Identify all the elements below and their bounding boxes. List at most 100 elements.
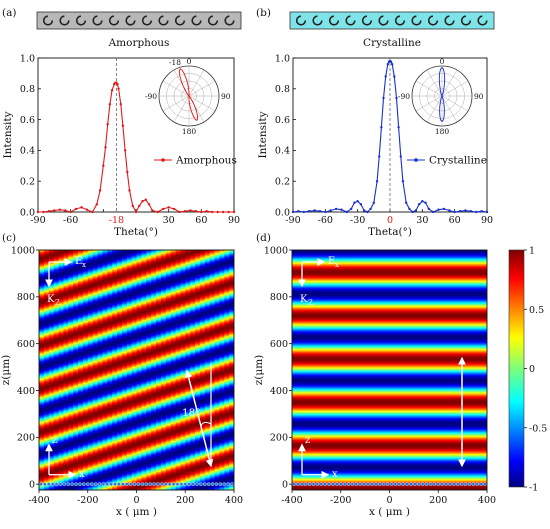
heat-cell	[126, 399, 133, 401]
heat-cell	[209, 475, 216, 477]
heat-cell	[117, 384, 123, 386]
heat-cell	[209, 485, 216, 487]
heat-cell	[219, 379, 225, 382]
heat-cell	[97, 467, 103, 470]
heat-cell	[214, 414, 220, 416]
heat-cell	[214, 447, 220, 450]
heat-cell	[63, 412, 69, 414]
heat-cell	[229, 481, 234, 484]
heat-cell	[107, 394, 113, 397]
heat-cell	[141, 473, 147, 475]
heat-cell	[146, 395, 152, 397]
heat-cell	[131, 387, 138, 390]
heat-cell	[156, 479, 162, 482]
heat-cell	[73, 440, 79, 442]
polar-spoke	[441, 95, 469, 112]
heat-cell	[160, 466, 167, 469]
heat-cell	[170, 458, 177, 460]
heat-cell	[185, 406, 191, 409]
polar-lobe	[178, 68, 199, 121]
heat-cell	[165, 426, 172, 428]
heat-cell	[58, 378, 64, 381]
heat-cell	[39, 486, 45, 488]
heat-cell	[175, 410, 181, 412]
heat-cell	[121, 386, 128, 389]
heat-cell	[48, 462, 55, 465]
heat-cell	[170, 488, 177, 490]
heat-cell	[141, 411, 147, 413]
heat-cell	[73, 392, 79, 395]
heat-cell	[204, 468, 211, 470]
heat-cell	[73, 407, 79, 410]
heat-cell	[209, 409, 216, 411]
heat-cell	[209, 401, 216, 404]
heat-cell	[117, 475, 123, 477]
heat-cell	[53, 487, 60, 489]
heat-cell	[209, 381, 216, 383]
heat-cell	[136, 438, 142, 441]
heat-cell	[146, 449, 152, 452]
heat-cell	[43, 434, 50, 437]
heat-cell	[121, 460, 128, 462]
heat-cell	[68, 381, 74, 383]
heat-cell	[156, 380, 162, 382]
heat-cell	[43, 383, 50, 385]
heat-cell	[229, 400, 234, 402]
heat-cell	[112, 418, 118, 421]
heat-cell	[82, 443, 89, 445]
heat-cell	[219, 390, 225, 393]
heat-cell	[131, 400, 138, 402]
polar-spoke	[188, 69, 205, 97]
heat-cell	[151, 383, 157, 385]
heat-cell	[141, 446, 147, 449]
heat-cell	[190, 423, 196, 426]
heat-cell	[112, 415, 118, 417]
heat-cell	[175, 448, 181, 451]
heat-cell	[97, 389, 103, 392]
heat-cell	[78, 402, 84, 405]
heat-cell	[170, 405, 177, 408]
data-point	[359, 203, 363, 206]
heat-cell	[175, 445, 181, 447]
heat-cell	[87, 411, 94, 413]
heat-cell	[136, 416, 142, 419]
heat-cell	[102, 460, 108, 462]
heat-cell	[146, 479, 152, 482]
heat-cell	[175, 452, 181, 455]
heat-cell	[229, 412, 234, 414]
heat-cell	[175, 390, 181, 393]
heat-cell	[209, 470, 216, 472]
heat-cell	[43, 388, 50, 391]
heat-cell	[58, 434, 64, 437]
heat-cell	[136, 462, 142, 465]
heat-cell	[117, 473, 123, 475]
heat-cell	[39, 460, 45, 462]
heat-cell	[92, 455, 99, 457]
heat-cell	[102, 469, 108, 471]
heat-cell	[170, 423, 177, 426]
heat-cell	[165, 435, 172, 438]
strip-bar	[289, 11, 495, 30]
heat-cell	[97, 395, 103, 397]
heat-cell	[68, 481, 74, 484]
heat-cell	[136, 440, 142, 442]
heat-cell	[180, 486, 186, 488]
heat-cell	[190, 413, 196, 415]
heat-cell	[82, 470, 89, 472]
heat-cell	[48, 380, 55, 382]
heat-cell	[87, 426, 94, 428]
heat-cell	[131, 464, 138, 467]
heat-cell	[195, 418, 201, 421]
heat-cell	[117, 415, 123, 417]
heat-cell	[121, 417, 128, 420]
heat-cell	[214, 385, 220, 387]
heat-cell	[146, 428, 152, 430]
heat-cell	[180, 414, 186, 416]
heat-cell	[190, 382, 196, 384]
heat-cell	[146, 475, 152, 478]
heat-cell	[121, 466, 128, 469]
heat-cell	[141, 482, 147, 485]
heat-cell	[209, 440, 216, 442]
heat-cell	[219, 420, 225, 423]
heat-cell	[190, 435, 196, 438]
